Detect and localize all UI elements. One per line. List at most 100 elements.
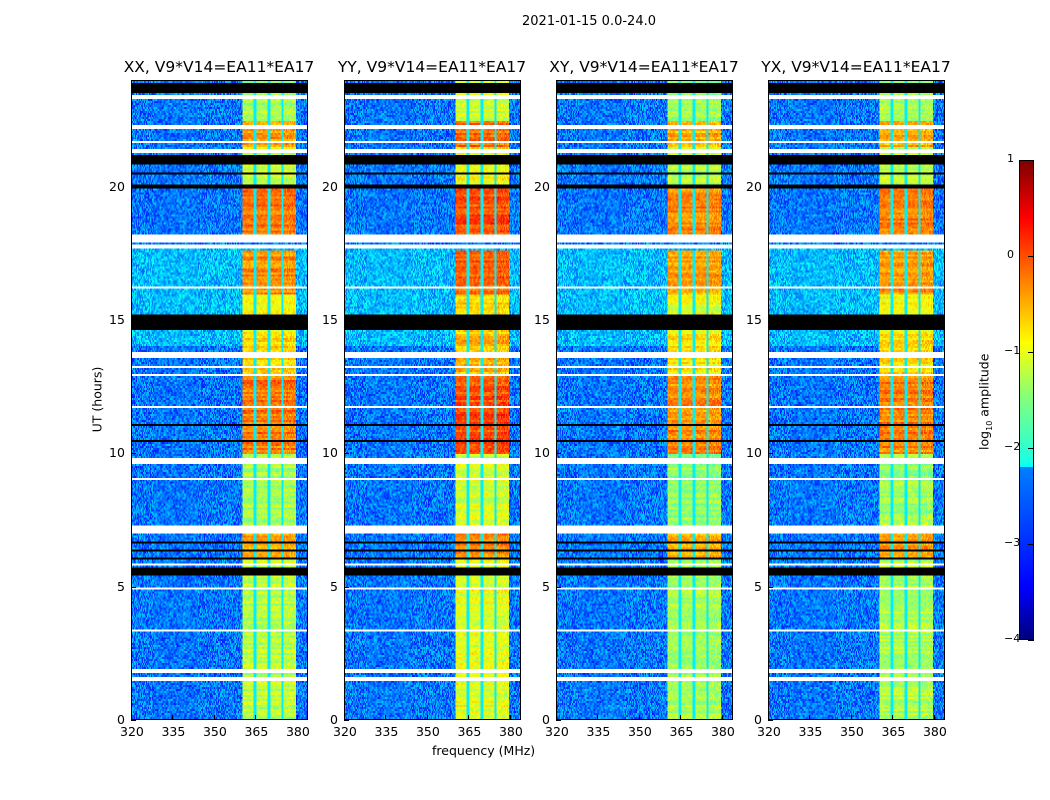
- y-tick-label: 5: [117, 578, 125, 594]
- x-tick-label: 380: [285, 724, 310, 739]
- y-tick: [131, 720, 136, 721]
- x-tick-label: 335: [586, 724, 611, 739]
- heatmap-image: [769, 81, 944, 719]
- colorbar-label: log10 amplitude: [976, 353, 994, 450]
- waterfall-panel-1: [344, 80, 521, 720]
- waterfall-panel-3: [768, 80, 945, 720]
- x-tick-label: 380: [922, 724, 947, 739]
- y-tick-label: 15: [534, 312, 550, 327]
- waterfall-panel-0: [131, 80, 308, 720]
- heatmap-image: [557, 81, 732, 719]
- x-tick-label: 365: [669, 724, 694, 739]
- y-axis-label: UT (hours): [89, 366, 105, 433]
- y-tick: [131, 320, 136, 321]
- x-tick: [933, 715, 935, 720]
- colorbar-tick-label: 1: [1007, 152, 1014, 165]
- x-tick: [680, 715, 682, 720]
- y-tick-label: 0: [542, 712, 550, 727]
- y-tick-label: 10: [746, 445, 762, 461]
- x-tick-label: 335: [374, 724, 399, 739]
- x-tick: [426, 715, 428, 720]
- y-tick-label: 20: [534, 178, 550, 194]
- x-tick: [296, 715, 298, 720]
- panel-title: YY, V9*V14=EA11*EA17: [337, 58, 527, 76]
- y-tick-label: 10: [109, 445, 125, 461]
- colorbar-tick: [1028, 160, 1034, 161]
- x-tick-label: 335: [161, 724, 186, 739]
- x-tick: [255, 715, 257, 720]
- y-tick-label: 15: [109, 312, 125, 327]
- x-tick: [556, 715, 557, 720]
- colorbar-tick-label: −2: [1004, 440, 1021, 453]
- y-tick-label: 10: [322, 445, 338, 461]
- colorbar-tick-label: −3: [1004, 536, 1021, 549]
- y-tick: [768, 720, 773, 721]
- x-tick-label: 350: [627, 724, 652, 739]
- x-tick: [721, 715, 723, 720]
- x-tick-label: 365: [881, 724, 906, 739]
- colorbar-tick: [1028, 256, 1034, 257]
- colorbar: [1019, 160, 1034, 640]
- x-tick: [468, 715, 470, 720]
- x-axis-label: frequency (MHz): [432, 743, 536, 758]
- y-tick-label: 0: [754, 712, 762, 727]
- y-tick: [344, 586, 349, 588]
- y-tick-label: 15: [746, 312, 762, 327]
- y-tick-label: 0: [117, 712, 125, 727]
- x-tick: [809, 715, 811, 720]
- panel-title: YX, V9*V14=EA11*EA17: [761, 58, 951, 76]
- y-tick: [556, 453, 561, 455]
- x-tick-label: 350: [839, 724, 864, 739]
- panel-title: XX, V9*V14=EA11*EA17: [123, 58, 315, 76]
- x-tick-label: 320: [120, 724, 144, 739]
- x-tick: [850, 715, 852, 720]
- x-tick-label: 320: [757, 724, 781, 739]
- heatmap-image: [132, 81, 307, 719]
- colorbar-tick: [1028, 544, 1034, 545]
- x-tick-label: 380: [498, 724, 523, 739]
- y-tick-label: 0: [330, 712, 338, 727]
- y-tick: [556, 320, 561, 321]
- panel-title: XY, V9*V14=EA11*EA17: [549, 58, 739, 76]
- x-tick-label: 335: [798, 724, 823, 739]
- y-tick: [768, 586, 773, 588]
- colorbar-tick: [1028, 352, 1034, 353]
- x-tick-label: 350: [202, 724, 227, 739]
- y-tick-label: 5: [542, 578, 550, 594]
- y-tick: [556, 186, 561, 188]
- y-tick: [344, 453, 349, 455]
- colorbar-tick-label: 0: [1007, 248, 1014, 261]
- x-tick: [385, 715, 387, 720]
- waterfall-panel-2: [556, 80, 733, 720]
- x-tick-label: 320: [333, 724, 357, 739]
- y-tick: [768, 320, 773, 321]
- y-tick: [556, 586, 561, 588]
- colorbar-tick-label: −4: [1004, 632, 1021, 645]
- colorbar-tick: [1028, 640, 1034, 641]
- heatmap-image: [345, 81, 520, 719]
- y-tick: [131, 453, 136, 455]
- colorbar-tick: [1028, 448, 1034, 449]
- y-tick: [344, 186, 349, 188]
- x-tick: [172, 715, 174, 720]
- y-tick: [768, 186, 773, 188]
- x-tick: [344, 715, 345, 720]
- colorbar-tick-label: −1: [1004, 344, 1021, 357]
- y-tick: [768, 453, 773, 455]
- x-tick-label: 365: [457, 724, 482, 739]
- x-tick: [213, 715, 215, 720]
- y-tick-label: 20: [109, 178, 125, 194]
- x-tick: [892, 715, 894, 720]
- x-tick: [509, 715, 511, 720]
- y-tick-label: 20: [322, 178, 338, 194]
- x-tick: [131, 715, 132, 720]
- figure-suptitle: 2021-01-15 0.0-24.0: [522, 14, 656, 29]
- x-tick-label: 320: [545, 724, 569, 739]
- y-tick-label: 5: [754, 578, 762, 594]
- x-tick: [768, 715, 769, 720]
- x-tick-label: 365: [244, 724, 269, 739]
- x-tick: [638, 715, 640, 720]
- y-tick: [344, 720, 349, 721]
- y-tick-label: 5: [330, 578, 338, 594]
